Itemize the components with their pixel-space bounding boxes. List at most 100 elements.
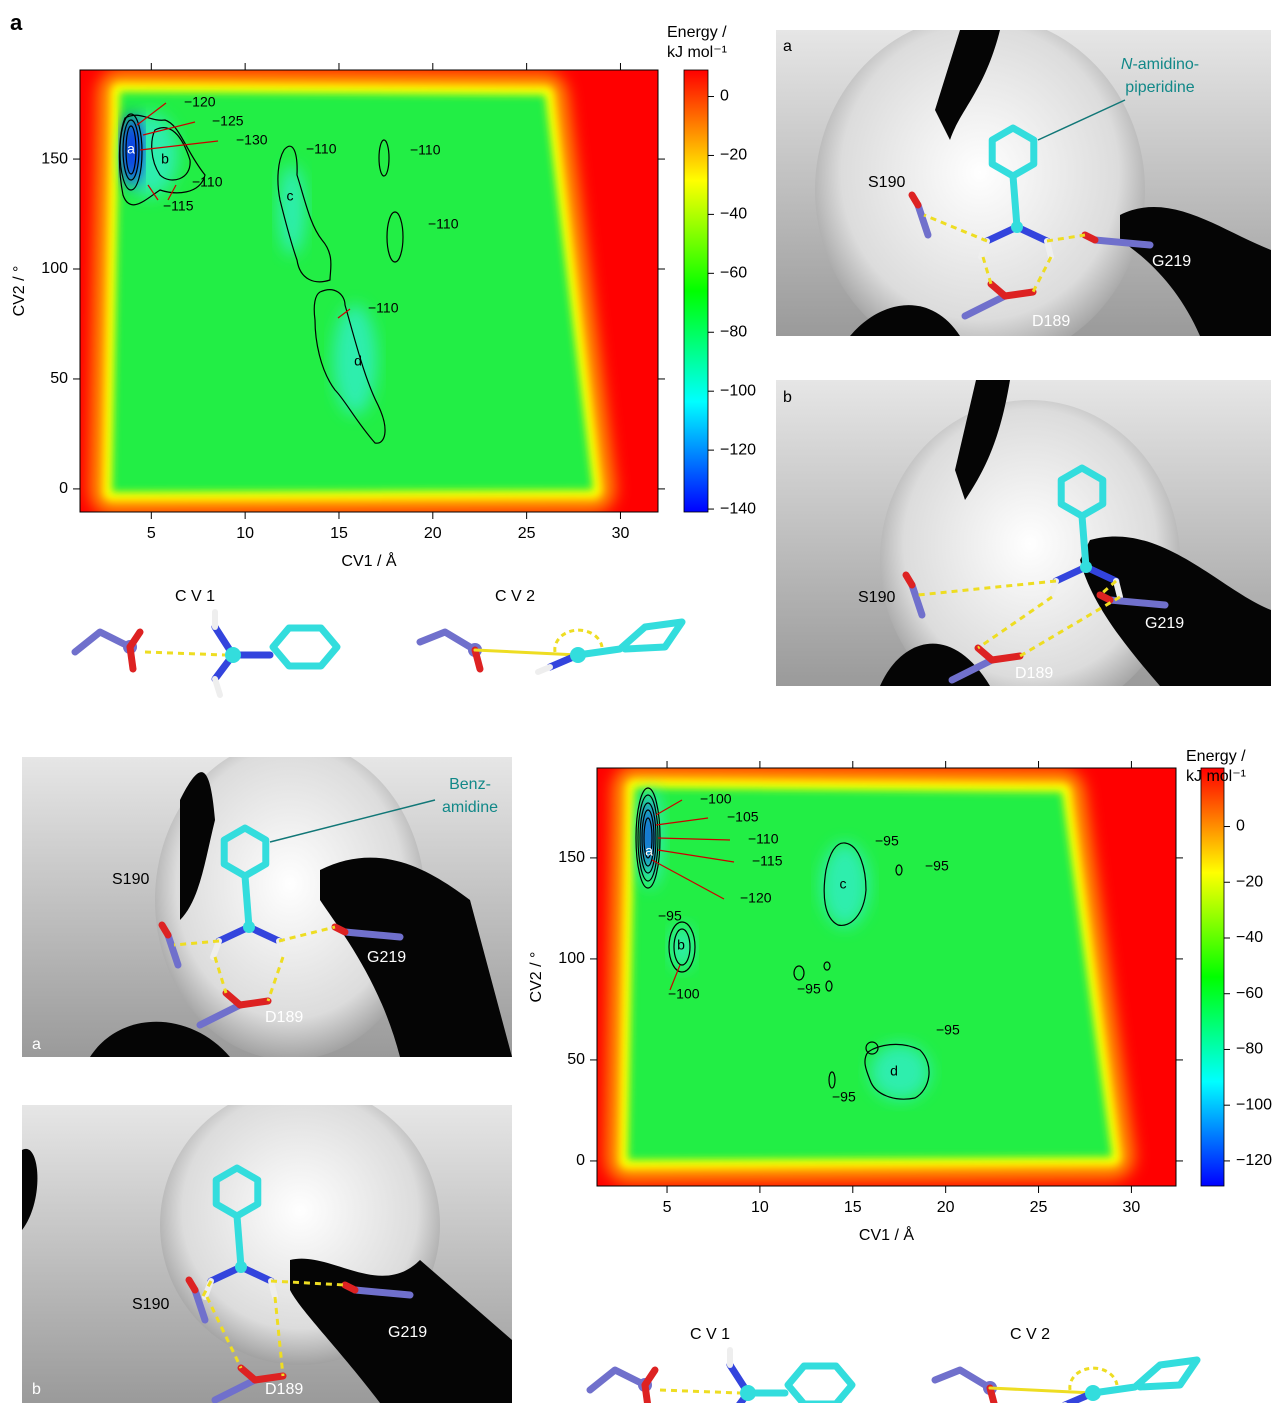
colorbar-title: Energy / (1186, 748, 1246, 765)
x-tick-label: 20 (424, 525, 442, 542)
ligand-label-italic: N (1121, 56, 1133, 73)
bond (75, 632, 130, 652)
structure-label: G219 (1152, 253, 1191, 270)
bond (475, 650, 578, 655)
bond (279, 941, 283, 957)
structure-label: Benz- (449, 776, 491, 793)
structure-label: S190 (868, 174, 905, 191)
x-tick-label: 30 (1123, 1199, 1141, 1216)
bond (130, 647, 133, 669)
x-axis-label: CV1 / Å (859, 1225, 914, 1244)
bond (1110, 600, 1165, 605)
bond (1085, 235, 1095, 240)
surface-view (22, 1085, 512, 1403)
colorbar-tick-label: −100 (720, 382, 756, 399)
x-tick-label: 15 (330, 525, 348, 542)
bond (245, 876, 249, 927)
bond (645, 1385, 648, 1403)
region-label: b (161, 151, 169, 167)
bond (1047, 241, 1051, 257)
structure-label: D189 (1015, 665, 1053, 682)
bond (1116, 581, 1120, 597)
region-label: a (127, 141, 135, 157)
bond (273, 628, 337, 666)
x-tick-label: 25 (1030, 1199, 1048, 1216)
structure-label: C V 2 (495, 588, 535, 605)
colorbar-tick-label: −80 (1236, 1041, 1263, 1058)
panel-label: a (10, 10, 23, 35)
atom (1011, 221, 1023, 233)
x-tick-label: 5 (663, 1199, 672, 1216)
colorbar-title: Energy / (667, 24, 727, 41)
contour-label: −95 (832, 1089, 856, 1105)
bond (1093, 1360, 1197, 1393)
bond (345, 932, 400, 937)
colorbar-tick-label: 0 (1236, 818, 1245, 835)
contour-label: −110 (192, 174, 223, 190)
atom (235, 1261, 247, 1273)
structure-label: b (783, 389, 792, 406)
x-tick-label: 15 (844, 1199, 862, 1216)
colorbar-title: kJ mol⁻¹ (667, 44, 727, 61)
region-label: c (840, 876, 847, 892)
x-tick-label: 10 (751, 1199, 769, 1216)
region-label: d (890, 1063, 898, 1079)
bond (578, 622, 682, 655)
bond (215, 679, 220, 695)
contour-label: −110 (410, 142, 441, 158)
bond (355, 1290, 410, 1295)
h-bond (660, 1390, 740, 1393)
structure-label: S190 (112, 871, 149, 888)
bond (1005, 292, 1033, 296)
colorbar-tick-label: −140 (720, 500, 756, 517)
structure-label: S190 (132, 1296, 169, 1313)
contour-label: −100 (700, 791, 732, 807)
bond (538, 667, 550, 672)
heatmap-basin (112, 92, 593, 492)
contour-label: −120 (184, 94, 216, 110)
x-tick-label: 20 (937, 1199, 955, 1216)
heatmap: abcd−100−105−110−115−120−95−100−95−95−95… (597, 768, 1176, 1186)
x-tick-label: 30 (612, 525, 630, 542)
contour-label: −95 (936, 1022, 960, 1038)
bond (992, 656, 1020, 660)
contour-label: −100 (668, 986, 700, 1002)
colorbar-tick-label: −100 (1236, 1096, 1272, 1113)
contour-label: −110 (368, 300, 399, 316)
colorbar-tick-label: −40 (720, 206, 747, 223)
structure-label: C V 1 (175, 588, 215, 605)
page: ababcd−120−125−130−110−110−110−110−110−1… (0, 0, 1279, 1408)
y-tick-label: 0 (576, 1152, 585, 1169)
colorbar-tick-label: −120 (720, 441, 756, 458)
structure-label: amidine (442, 799, 498, 816)
bond (1100, 595, 1110, 600)
heatmap-basin (628, 788, 1112, 1160)
y-tick-label: 150 (41, 150, 68, 167)
structure-label: G219 (367, 949, 406, 966)
region-label: b (677, 937, 685, 953)
region-label: d (354, 353, 362, 369)
contour-label: −95 (925, 858, 949, 874)
figure: ababcd−120−125−130−110−110−110−110−110−1… (0, 0, 1279, 1403)
structure-label: C V 1 (690, 1326, 730, 1343)
colorbar (684, 70, 708, 512)
contour-label: −120 (740, 890, 772, 906)
bond (240, 1001, 268, 1005)
structure-label: b (32, 1381, 41, 1398)
contour-label: −105 (727, 809, 759, 825)
y-tick-label: 50 (567, 1051, 585, 1068)
contour-label: −130 (236, 132, 268, 148)
bond (345, 1285, 355, 1290)
ligand-label: N-amidino- (1121, 56, 1199, 73)
y-tick-label: 50 (50, 370, 68, 387)
bond (255, 1376, 283, 1380)
bond (935, 1370, 990, 1388)
contour-label: −125 (212, 113, 244, 129)
structure-label: D189 (265, 1381, 303, 1398)
colorbar-tick-label: −20 (1236, 873, 1263, 890)
region-label: a (645, 843, 653, 859)
y-axis-label: CV2 / ° (528, 952, 545, 1003)
y-tick-label: 150 (558, 849, 585, 866)
contour-label: −95 (658, 908, 682, 924)
ligand-label-line: -amidino- (1132, 56, 1199, 73)
